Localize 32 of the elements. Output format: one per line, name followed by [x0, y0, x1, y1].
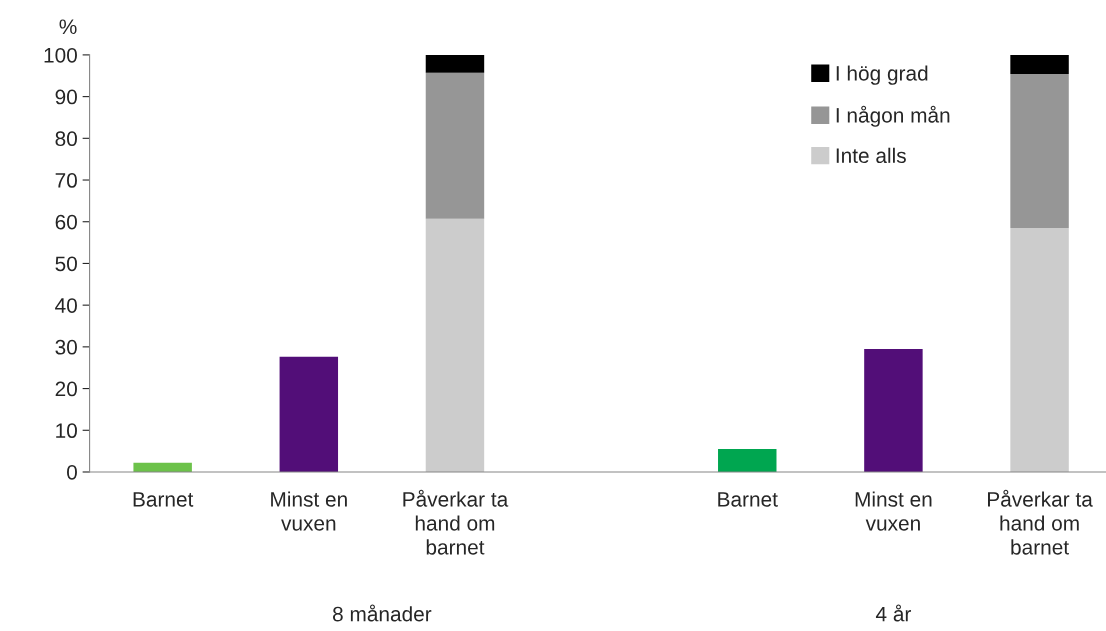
y-tick-label: 60: [55, 214, 77, 230]
y-tick-label: 90: [55, 89, 77, 105]
x-tick-label: Barnet: [133, 492, 194, 507]
y-tick-label: 40: [55, 298, 77, 313]
bar: [425, 218, 485, 472]
y-tick-label: 20: [55, 381, 77, 397]
y-tick-label: 70: [55, 173, 77, 188]
bar: [864, 348, 923, 472]
y-axis-title: %: [59, 19, 77, 35]
x-tick-label: Minst en vuxen: [271, 491, 347, 531]
bar: [1010, 227, 1069, 472]
y-tick-label: 30: [55, 339, 77, 355]
text: 4 år: [875, 604, 912, 622]
bar: [1010, 54, 1069, 75]
bar: [279, 356, 339, 472]
y-tick-label: 10: [56, 423, 77, 439]
bar: [425, 72, 485, 219]
bar: [425, 54, 485, 73]
x-tick-label: Minst en vuxen: [855, 491, 932, 531]
y-tick-label: 100: [44, 47, 77, 63]
bar: [1010, 74, 1069, 228]
y-tick-label: 50: [55, 256, 77, 272]
text: 8 månader: [333, 604, 432, 622]
x-tick-label: Påverkar ta hand om barnet: [988, 489, 1093, 555]
legend-label: I hög grad: [836, 65, 928, 85]
bar: [718, 449, 777, 472]
y-tick-label: 0: [67, 464, 77, 480]
legend-label: I någon mån: [836, 105, 950, 127]
x-tick-label: Påverkar ta hand om barnet: [403, 489, 509, 555]
legend-label: Inte alls: [836, 147, 906, 164]
x-tick-label: Barnet: [718, 492, 778, 507]
y-tick-label: 80: [55, 131, 77, 147]
